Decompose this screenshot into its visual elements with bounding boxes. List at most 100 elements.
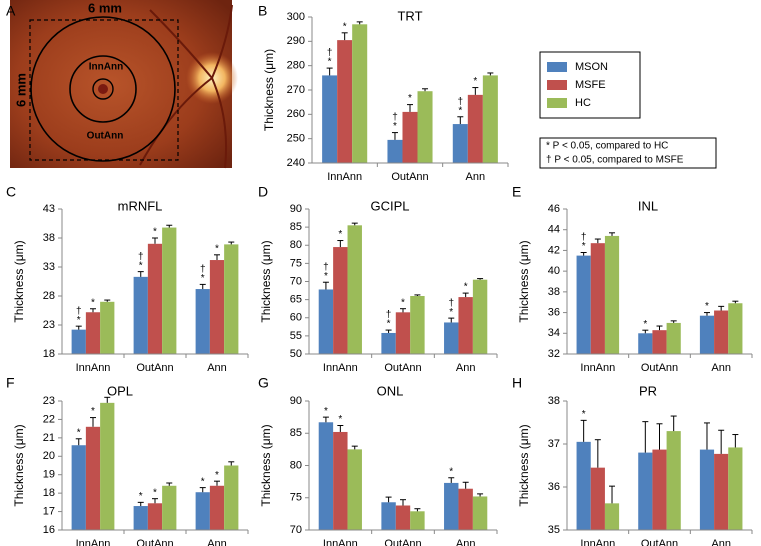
chart-title: PR xyxy=(639,383,657,398)
significance-marker: * xyxy=(201,476,205,487)
significance-marker: * xyxy=(77,315,81,326)
x-tick-label: OutAnn xyxy=(384,362,421,374)
significance-marker: * xyxy=(91,297,95,308)
bar xyxy=(318,289,334,354)
significance-marker: * xyxy=(473,76,477,87)
bar xyxy=(472,496,488,530)
bar xyxy=(85,426,101,530)
y-tick-label: 19 xyxy=(43,469,55,481)
x-tick-label: InnAnn xyxy=(580,538,615,546)
bar xyxy=(458,297,473,354)
y-tick-label: 28 xyxy=(43,290,55,302)
bar xyxy=(652,330,667,354)
panel-label: E xyxy=(512,184,521,200)
y-tick-label: 70 xyxy=(290,524,302,536)
fundus-image xyxy=(10,0,238,169)
x-tick-label: InnAnn xyxy=(323,362,358,374)
bar xyxy=(347,225,362,354)
significance-marker: * xyxy=(582,409,586,420)
bar xyxy=(576,255,591,354)
x-tick-label: Ann xyxy=(456,362,476,374)
bar xyxy=(666,322,681,354)
x-tick-label: OutAnn xyxy=(136,538,173,546)
bar xyxy=(195,289,210,354)
significance-marker: * xyxy=(91,406,95,417)
significance-marker: * xyxy=(393,121,397,132)
bar xyxy=(395,312,411,354)
y-tick-label: 38 xyxy=(548,286,560,298)
bar xyxy=(467,94,483,163)
bar xyxy=(452,124,468,163)
significance-marker: † xyxy=(323,262,329,273)
y-axis-label: Thickness (μm) xyxy=(12,240,26,322)
bar xyxy=(714,453,729,530)
bar xyxy=(352,24,368,163)
bar xyxy=(71,329,86,354)
y-tick-label: 300 xyxy=(287,11,305,23)
bar xyxy=(472,279,488,354)
inner-label: InnAnn xyxy=(89,62,123,73)
y-tick-label: 20 xyxy=(43,450,55,462)
significance-marker: * xyxy=(582,241,586,252)
x-tick-label: InnAnn xyxy=(323,538,358,546)
y-tick-label: 44 xyxy=(548,224,560,236)
legend-entry: HC xyxy=(575,97,591,109)
panel-label: H xyxy=(512,375,522,391)
significance-marker: † xyxy=(76,306,82,317)
significance-marker: * xyxy=(458,105,462,116)
bar xyxy=(162,227,177,354)
x-tick-label: Ann xyxy=(711,538,731,546)
y-tick-label: 17 xyxy=(43,505,55,517)
legend-swatch xyxy=(547,62,567,72)
y-tick-label: 35 xyxy=(548,524,560,536)
y-tick-label: 18 xyxy=(43,348,55,360)
chart-title: OPL xyxy=(107,383,133,398)
y-tick-label: 16 xyxy=(43,524,55,536)
panel-label: B xyxy=(258,3,267,19)
bar xyxy=(333,431,348,530)
x-tick-label: Ann xyxy=(466,171,486,183)
bar xyxy=(133,506,148,530)
x-tick-label: OutAnn xyxy=(136,362,173,374)
bar xyxy=(71,445,86,530)
significance-marker: * xyxy=(338,229,342,240)
y-tick-label: 75 xyxy=(290,492,302,504)
bar xyxy=(395,505,411,530)
bar xyxy=(410,296,425,354)
bar xyxy=(444,482,459,530)
bar xyxy=(209,260,225,354)
chart-title: TRT xyxy=(397,8,422,23)
x-tick-label: Ann xyxy=(711,362,731,374)
bar xyxy=(714,310,729,354)
significance-marker: * xyxy=(139,260,143,271)
bar xyxy=(604,235,620,354)
bar xyxy=(652,449,667,530)
bar xyxy=(209,485,225,530)
y-tick-label: 65 xyxy=(290,294,302,306)
significance-marker: * xyxy=(338,414,342,425)
y-tick-label: 32 xyxy=(548,348,560,360)
y-tick-label: 37 xyxy=(548,438,560,450)
y-tick-label: 240 xyxy=(287,157,305,169)
bar xyxy=(410,511,425,530)
width-label: 6 mm xyxy=(88,0,122,15)
significance-marker: † xyxy=(392,112,398,123)
significance-marker: † xyxy=(458,96,464,107)
chart-title: GCIPL xyxy=(370,198,409,213)
y-tick-label: 22 xyxy=(43,413,55,425)
bar xyxy=(444,322,459,354)
bar xyxy=(224,465,239,530)
x-tick-label: OutAnn xyxy=(384,538,421,546)
bar xyxy=(337,40,353,163)
significance-marker: * xyxy=(324,406,328,417)
y-tick-label: 55 xyxy=(290,330,302,342)
y-tick-label: 290 xyxy=(287,35,305,47)
x-tick-label: Ann xyxy=(456,538,476,546)
significance-marker: * xyxy=(328,57,332,68)
significance-marker: * xyxy=(449,307,453,318)
y-tick-label: 21 xyxy=(43,432,55,444)
y-tick-label: 250 xyxy=(287,133,305,145)
bar xyxy=(387,139,403,163)
bar xyxy=(381,332,396,354)
